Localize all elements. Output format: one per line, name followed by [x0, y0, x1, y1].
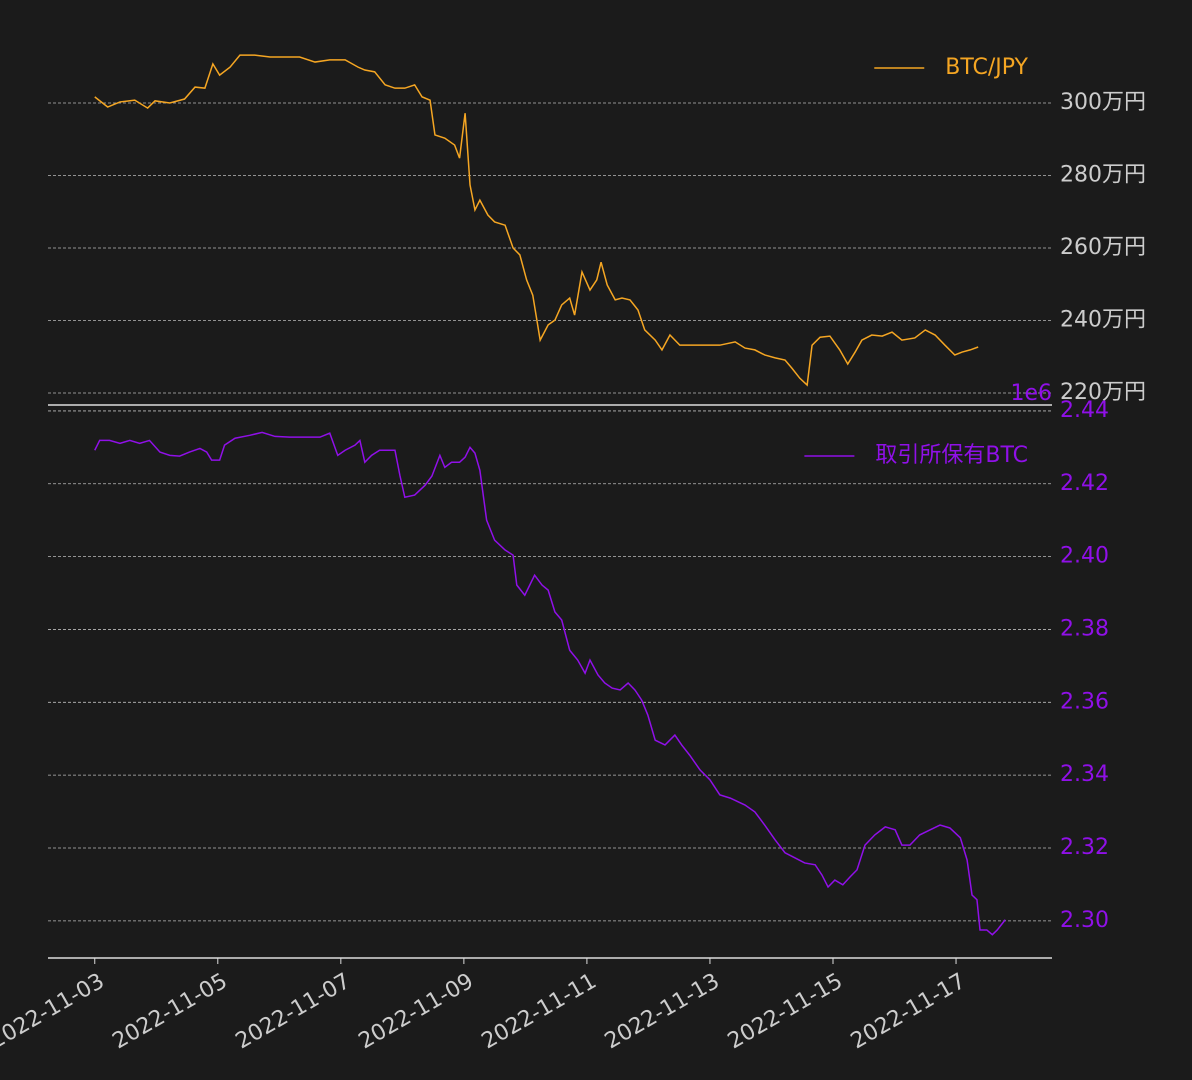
y-tick-label: 2.42	[1060, 471, 1109, 496]
y-tick-label: 220万円	[1060, 380, 1146, 405]
x-tick-label: 2022-11-05	[109, 969, 232, 1055]
y-tick-label: 2.44	[1060, 398, 1109, 423]
y-tick-label: 2.40	[1060, 544, 1109, 569]
y-tick-label: 2.34	[1060, 762, 1109, 787]
series-line	[94, 431, 1006, 936]
series-line	[94, 54, 979, 387]
axis-offset-label: 1e6	[1010, 381, 1052, 406]
y-tick-label: 2.38	[1060, 616, 1109, 641]
y-tick-label: 300万円	[1060, 90, 1146, 115]
x-tick-label: 2022-11-11	[478, 969, 601, 1055]
y-tick-label: 280万円	[1060, 163, 1146, 188]
x-tick-label: 2022-11-15	[724, 969, 847, 1055]
x-tick-label: 2022-11-13	[601, 969, 724, 1055]
y-tick-label: 240万円	[1060, 308, 1146, 333]
y-tick-label: 2.32	[1060, 835, 1109, 860]
x-tick-label: 2022-11-03	[0, 969, 109, 1055]
legend-label: 取引所保有BTC	[875, 443, 1028, 468]
x-tick-label: 2022-11-17	[847, 969, 970, 1055]
y-tick-label: 260万円	[1060, 235, 1146, 260]
x-tick-label: 2022-11-09	[355, 969, 478, 1055]
y-tick-label: 2.36	[1060, 689, 1109, 714]
x-tick-label: 2022-11-07	[232, 969, 355, 1055]
legend-label: BTC/JPY	[945, 55, 1028, 80]
y-tick-label: 2.30	[1060, 908, 1109, 933]
